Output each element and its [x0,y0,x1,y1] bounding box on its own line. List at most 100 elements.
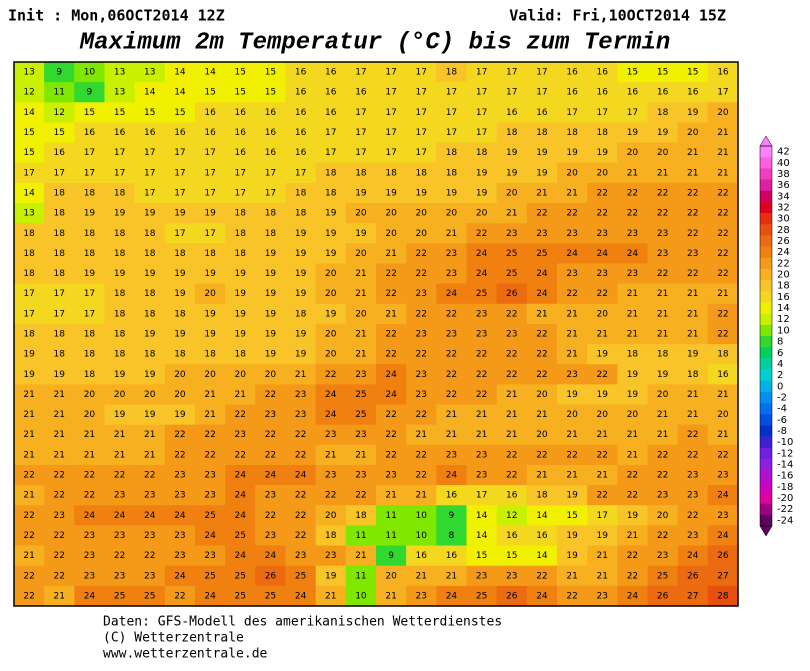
temperature-cell [557,505,588,526]
temperature-cell [376,62,407,83]
temperature-cell [406,243,437,264]
temperature-label: 19 [235,289,247,299]
temperature-label: 18 [114,330,126,340]
colorbar-swatch [760,436,772,449]
temperature-cell [74,404,105,426]
temperature-cell [134,303,166,325]
temperature-label: 16 [174,128,186,138]
temperature-label: 19 [295,350,307,360]
temperature-cell [526,424,558,446]
temperature-label: 21 [597,571,608,581]
temperature-label: 20 [717,108,729,118]
temperature-cell [225,223,256,244]
temperature-cell [195,283,226,305]
temperature-label: 22 [416,410,427,420]
temperature-label: 19 [295,289,307,299]
temperature-label: 22 [295,430,306,440]
temperature-label: 19 [506,148,518,158]
temperature-cell [406,82,437,103]
temperature-label: 17 [144,168,155,178]
temperature-cell [406,505,437,526]
temperature-label: 18 [295,188,307,198]
temperature-label: 23 [597,591,608,601]
temperature-cell [466,263,498,285]
temperature-label: 23 [717,471,728,481]
colorbar-label: 40 [777,158,790,169]
colorbar-swatch [760,213,772,225]
temperature-cell [195,344,226,365]
temperature-label: 20 [355,209,367,219]
temperature-label: 17 [23,289,34,299]
temperature-label: 21 [476,410,487,420]
temperature-label: 18 [174,350,186,360]
temperature-label: 16 [657,88,669,98]
temperature-cell [617,565,648,587]
temperature-cell [587,364,618,385]
temperature-cell [526,162,558,184]
temperature-label: 9 [87,88,93,98]
temperature-cell [647,344,679,365]
temperature-label: 22 [385,269,396,279]
temperature-label: 21 [687,168,698,178]
temperature-label: 23 [566,269,577,279]
temperature-label: 16 [235,148,247,158]
colorbar-swatch [760,403,772,415]
temperature-cell [315,545,347,567]
temperature-cell [526,344,558,365]
temperature-cell [134,323,166,345]
temperature-cell [195,545,226,567]
temperature-cell [345,545,377,567]
temperature-label: 17 [265,168,276,178]
temperature-cell [134,505,166,526]
temperature-label: 21 [627,430,638,440]
temperature-cell [436,62,467,83]
temperature-cell [164,263,196,285]
temperature-cell [74,303,105,325]
temperature-label: 14 [536,551,548,561]
temperature-field: 13 9 10 13 13 14 14 15 15 16 16 17 17 17 18 17 17 17 16 16 1… [14,62,739,607]
temperature-label: 20 [717,410,729,420]
temperature-cell [466,464,498,486]
temperature-label: 22 [627,571,638,581]
temperature-cell [496,122,528,144]
temperature-label: 13 [114,68,125,78]
colorbar-swatch [760,380,772,393]
colorbar-label: 22 [777,258,790,269]
colorbar-swatch [760,246,772,259]
temperature-cell [315,404,347,426]
temperature-label: 18 [325,188,337,198]
temperature-label: 20 [657,390,669,400]
temperature-cell [647,424,679,446]
temperature-cell [436,585,467,607]
temperature-label: 21 [717,289,728,299]
temperature-label: 24 [536,591,548,601]
temperature-cell [647,142,679,164]
colorbar-label: 14 [777,303,790,314]
temperature-label: 21 [506,410,517,420]
temperature-label: 21 [385,591,396,601]
temperature-cell [255,545,286,567]
temperature-label: 17 [235,188,246,198]
temperature-cell [647,384,679,406]
colorbar-swatch [760,425,772,437]
temperature-label: 24 [325,390,337,400]
temperature-label: 22 [687,188,698,198]
temperature-cell [44,82,75,103]
temperature-label: 21 [204,390,215,400]
temperature-cell [466,424,498,446]
temperature-cell [466,182,498,204]
temperature-cell [255,364,286,385]
temperature-label: 20 [385,571,397,581]
temperature-label: 18 [23,269,35,279]
temperature-cell [44,283,75,305]
temperature-cell [707,384,739,406]
temperature-cell [164,243,196,264]
temperature-cell [255,263,286,285]
colorbar-label: 10 [777,325,790,336]
temperature-cell [587,82,618,103]
temperature-label: 23 [446,249,457,259]
temperature-label: 23 [627,269,638,279]
temperature-label: 18 [717,350,729,360]
temperature-label: 20 [657,511,669,521]
temperature-label: 16 [265,148,277,158]
